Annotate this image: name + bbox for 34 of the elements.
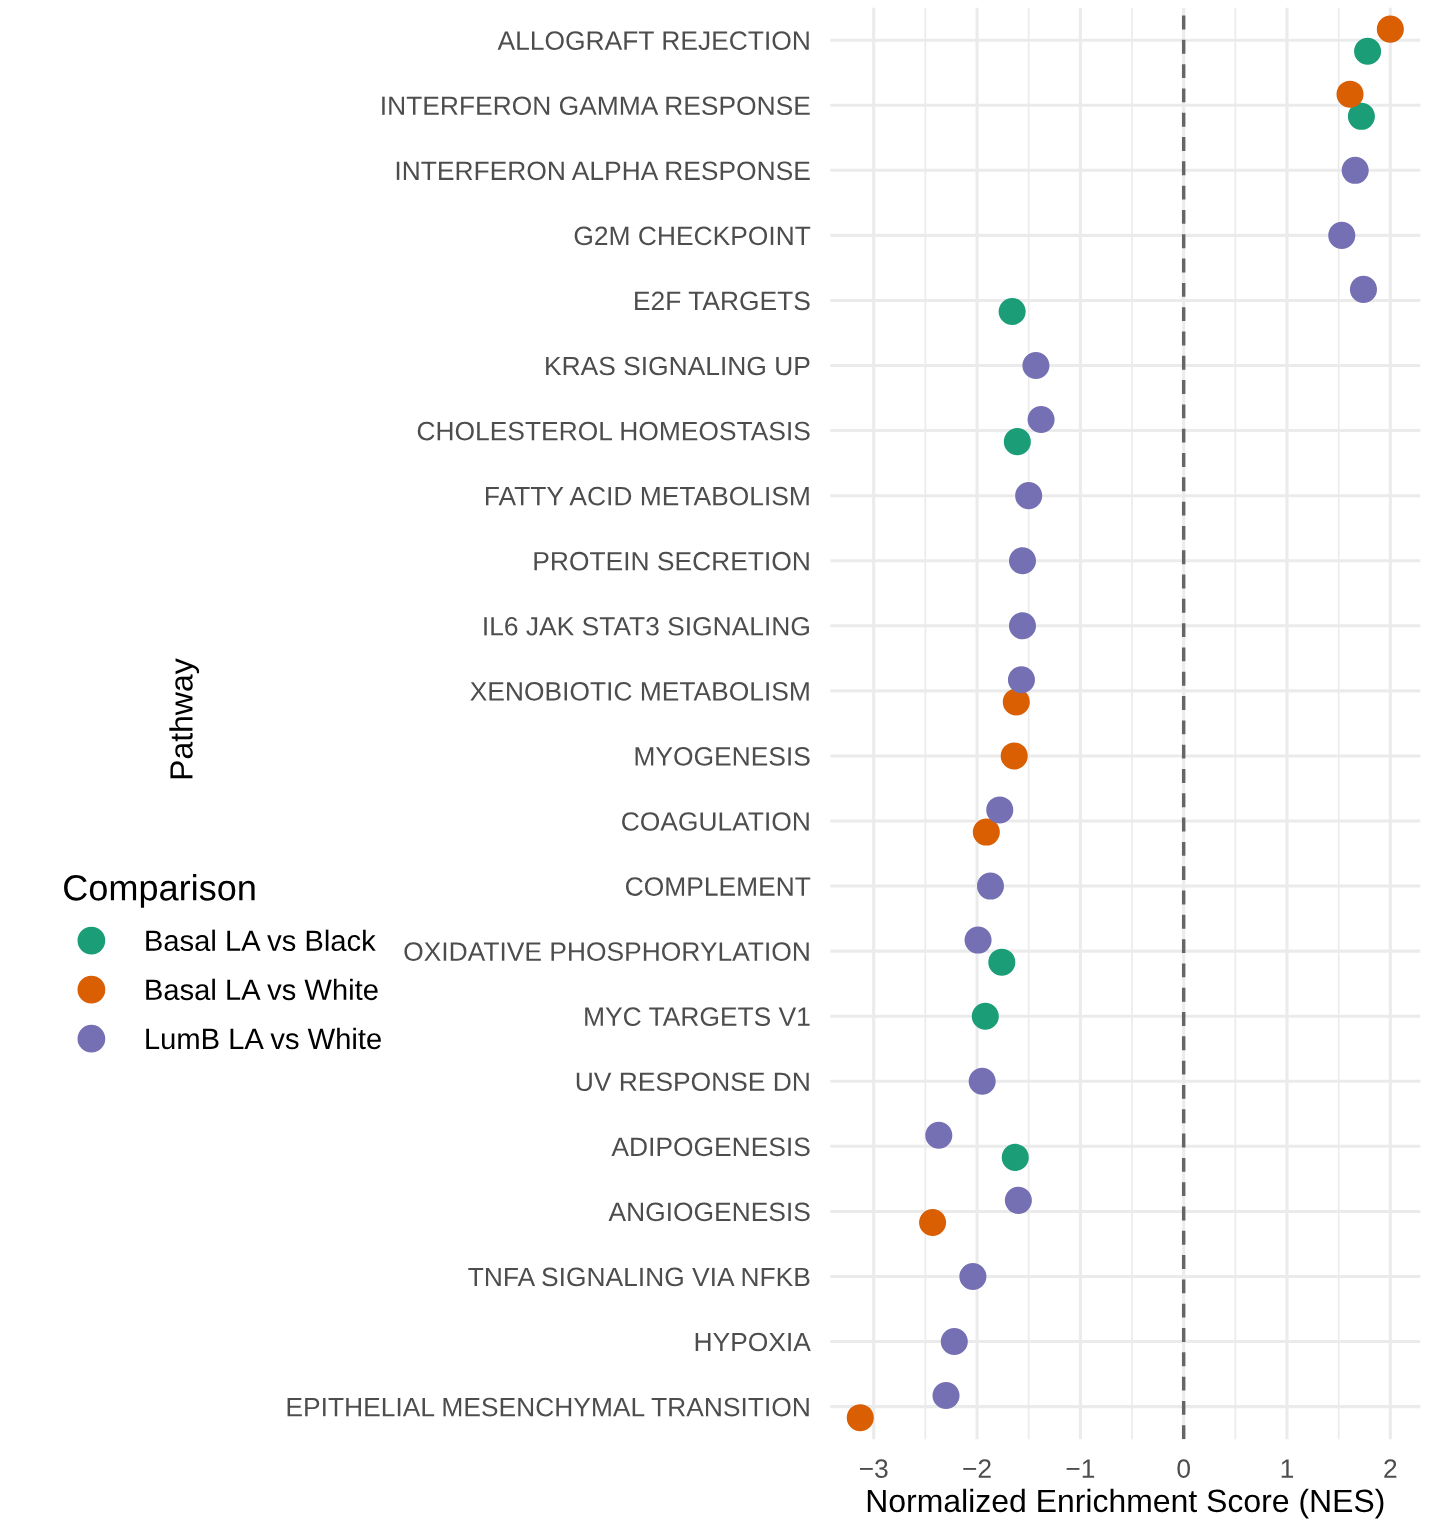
y-tick-label: INTERFERON GAMMA RESPONSE [382,96,810,116]
y-tick-label: EPITHELIAL MESENCHYMAL TRANSITION [287,1397,809,1417]
y-tick-label: MYC TARGETS V1 [585,1007,810,1027]
y-tick-label: ANGIOGENESIS [608,1202,810,1222]
x-tick-label: −3 [859,1459,888,1478]
y-tick-label: KRAS SIGNALING UP [546,356,810,376]
y-tick-label: G2M CHECKPOINT [574,226,811,246]
y-tick-label: UV RESPONSE DN [576,1072,809,1092]
x-tick-label: 2 [1384,1459,1397,1478]
y-tick-label: PROTEIN SECRETION [534,551,809,571]
y-tick-label: TNFA SIGNALING VIA NFKB [468,1267,810,1287]
y-tick-label: XENOBIOTIC METABOLISM [470,682,809,701]
y-tick-label: ALLOGRAFT REJECTION [497,31,809,51]
legend-label: Basal LA vs White [146,978,378,1001]
y-tick-label: FATTY ACID METABOLISM [485,486,809,506]
y-tick-label: INTERFERON ALPHA RESPONSE [396,161,810,181]
y-tick-label: IL6 JAK STAT3 SIGNALING [484,616,809,636]
x-tick-label: −1 [1066,1459,1095,1478]
y-tick-label: CHOLESTEROL HOMEOSTASIS [417,421,810,441]
y-tick-label: ADIPOGENESIS [611,1137,810,1157]
y-tick-label: E2F TARGETS [635,291,810,311]
y-tick-label: OXIDATIVE PHOSPHORYLATION [404,942,809,961]
y-tick-label: MYOGENESIS [635,747,810,766]
legend-label: Basal LA vs Black [146,929,376,952]
x-tick-label: −2 [963,1459,991,1478]
legend-title: Comparison [64,874,255,908]
y-tick-label: COAGULATION [622,812,809,831]
y-tick-label: COMPLEMENT [626,877,811,896]
x-tick-label: 0 [1177,1459,1190,1478]
legend-label: LumB LA vs White [146,1027,381,1050]
y-tick-label: HYPOXIA [695,1332,811,1352]
x-axis-title: Normalized Enrichment Score (NES) [867,1488,1384,1519]
x-tick-label: 1 [1281,1459,1294,1478]
y-axis-title: Pathway [169,658,200,779]
